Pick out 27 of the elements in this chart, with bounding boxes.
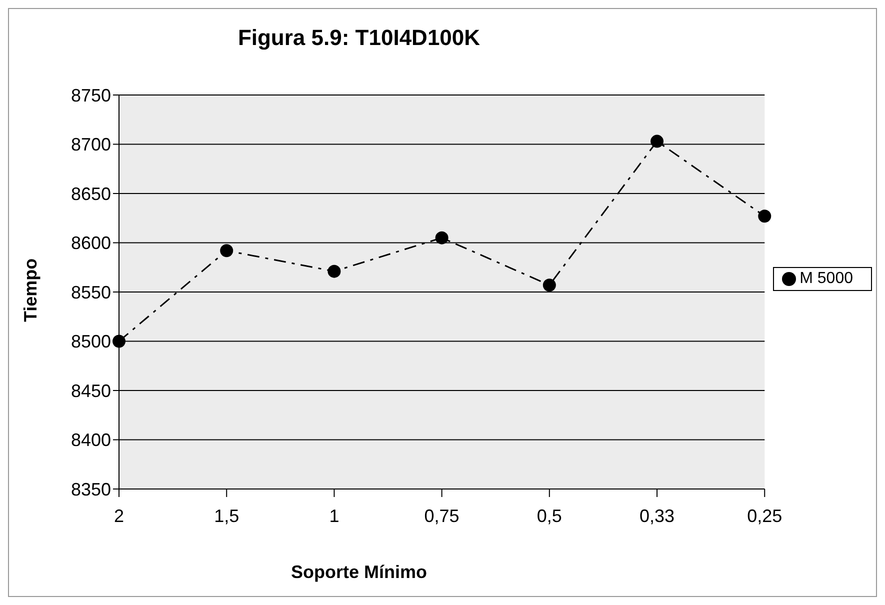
point <box>758 210 772 223</box>
y-axis-title: Tiempo <box>20 258 40 322</box>
point <box>328 264 341 278</box>
x-axis-title: Soporte Mínimo <box>290 562 428 583</box>
point <box>542 278 556 292</box>
y-tick-label: 8550 <box>70 282 111 302</box>
x-tick-label: 1,5 <box>214 506 240 526</box>
y-tick-label: 8600 <box>70 233 111 254</box>
point <box>650 134 664 148</box>
y-tick-label: 8350 <box>70 479 111 500</box>
y-tick-label: 8450 <box>70 380 111 401</box>
x-tick-label: 0,33 <box>639 506 675 526</box>
y-tick-label: 8750 <box>70 85 111 106</box>
y-tick-label: 8400 <box>70 430 111 450</box>
x-tick-label: 0,5 <box>536 506 562 526</box>
point <box>220 244 234 258</box>
point <box>112 334 126 348</box>
y-tick-label: 8700 <box>70 134 111 155</box>
y-tick-label: 8650 <box>70 184 111 204</box>
x-tick-label: 1 <box>329 506 340 526</box>
point <box>435 231 448 244</box>
legend-label: M 5000 <box>800 270 853 287</box>
x-tick-label: 0,75 <box>424 506 460 526</box>
y-tick-label: 8500 <box>70 332 111 352</box>
x-tick-label: 0,25 <box>747 506 782 526</box>
chart-title: Figura 5.9: T10I4D100K <box>236 25 482 51</box>
x-tick-label: 2 <box>114 506 124 526</box>
